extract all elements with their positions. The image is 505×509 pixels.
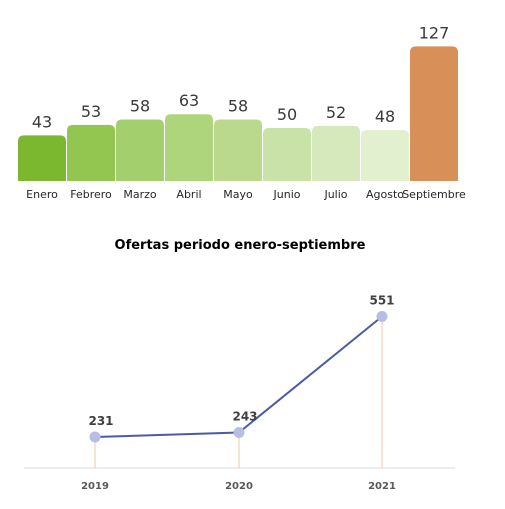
bar-category-label: Julio [323, 188, 347, 201]
x-tick-label: 2019 [81, 481, 109, 492]
bar-febrero [67, 124, 115, 181]
data-label: 551 [369, 293, 394, 307]
bar-septiembre [410, 46, 458, 181]
bar-value-label: 58 [228, 97, 248, 116]
bar-value-label: 52 [326, 103, 346, 122]
bar-value-label: 50 [277, 105, 297, 124]
bar-category-label: Junio [273, 188, 301, 201]
line-chart-title: Ofertas periodo enero-septiembre [115, 238, 366, 253]
data-label: 231 [88, 414, 113, 428]
bar-mayo [214, 119, 262, 181]
bar-value-label: 127 [419, 23, 450, 42]
bar-value-label: 53 [81, 102, 101, 121]
bar-agosto [361, 130, 409, 181]
bar-value-label: 48 [375, 107, 395, 126]
data-point [376, 310, 388, 322]
bar-julio [312, 125, 360, 181]
bar-value-label: 63 [179, 91, 199, 110]
bar-value-label: 43 [32, 112, 52, 131]
bar-category-label: Marzo [123, 188, 157, 201]
bar-category-label: Abril [176, 188, 201, 201]
data-point [233, 426, 245, 438]
bar-marzo [116, 119, 164, 181]
bar-category-label: Mayo [223, 188, 253, 201]
bar-value-label: 58 [130, 97, 150, 116]
bar-category-label: Agosto [366, 188, 404, 201]
bar-category-label: Enero [26, 188, 58, 201]
bar-abril [165, 114, 213, 181]
x-tick-label: 2021 [368, 481, 396, 492]
yearly-line-chart: Ofertas periodo enero-septiembre 231 243 5… [24, 238, 455, 492]
bar-category-label: Septiembre [402, 188, 466, 201]
bar-category-label: Febrero [70, 188, 112, 201]
data-label: 243 [232, 409, 257, 423]
monthly-bar-chart: 43 53 58 63 58 50 52 48 127 Enero Febrero Marzo Abr… [18, 23, 466, 201]
bar-enero [18, 135, 66, 181]
data-point [89, 431, 101, 443]
bar-junio [263, 128, 311, 181]
x-tick-label: 2020 [225, 481, 253, 492]
